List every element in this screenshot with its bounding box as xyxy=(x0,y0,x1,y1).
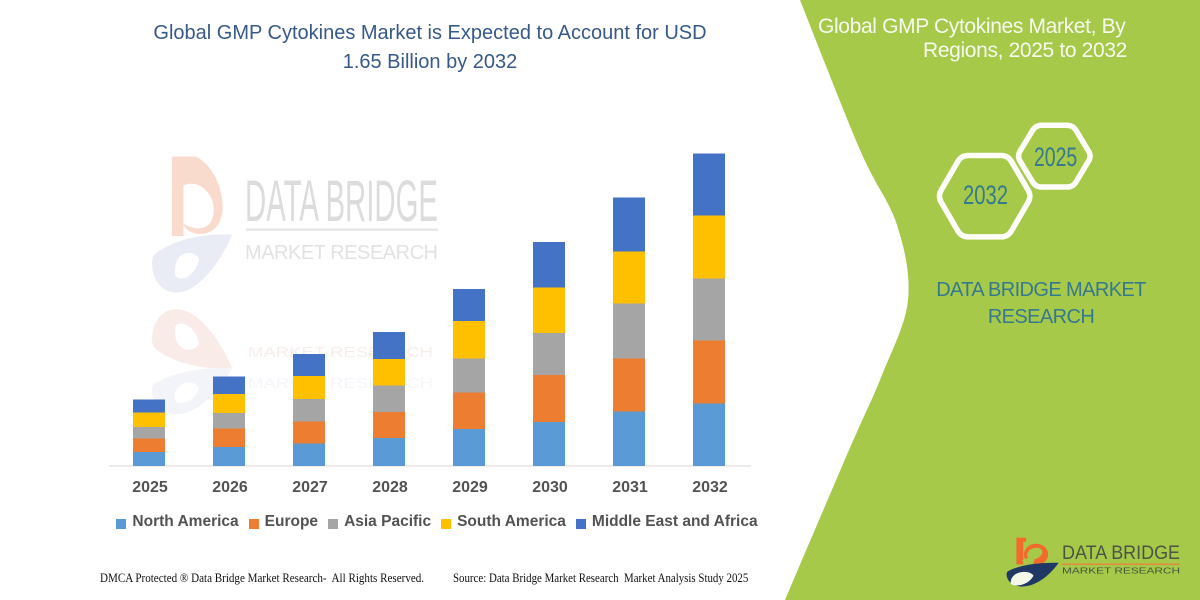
svg-text:MARKET RESEARCH: MARKET RESEARCH xyxy=(1062,567,1180,576)
svg-text:DATA BRIDGE: DATA BRIDGE xyxy=(1062,543,1180,564)
svg-text:DATA BRIDGE: DATA BRIDGE xyxy=(245,169,438,234)
svg-text:MARKET RESEARCH: MARKET RESEARCH xyxy=(245,242,438,264)
